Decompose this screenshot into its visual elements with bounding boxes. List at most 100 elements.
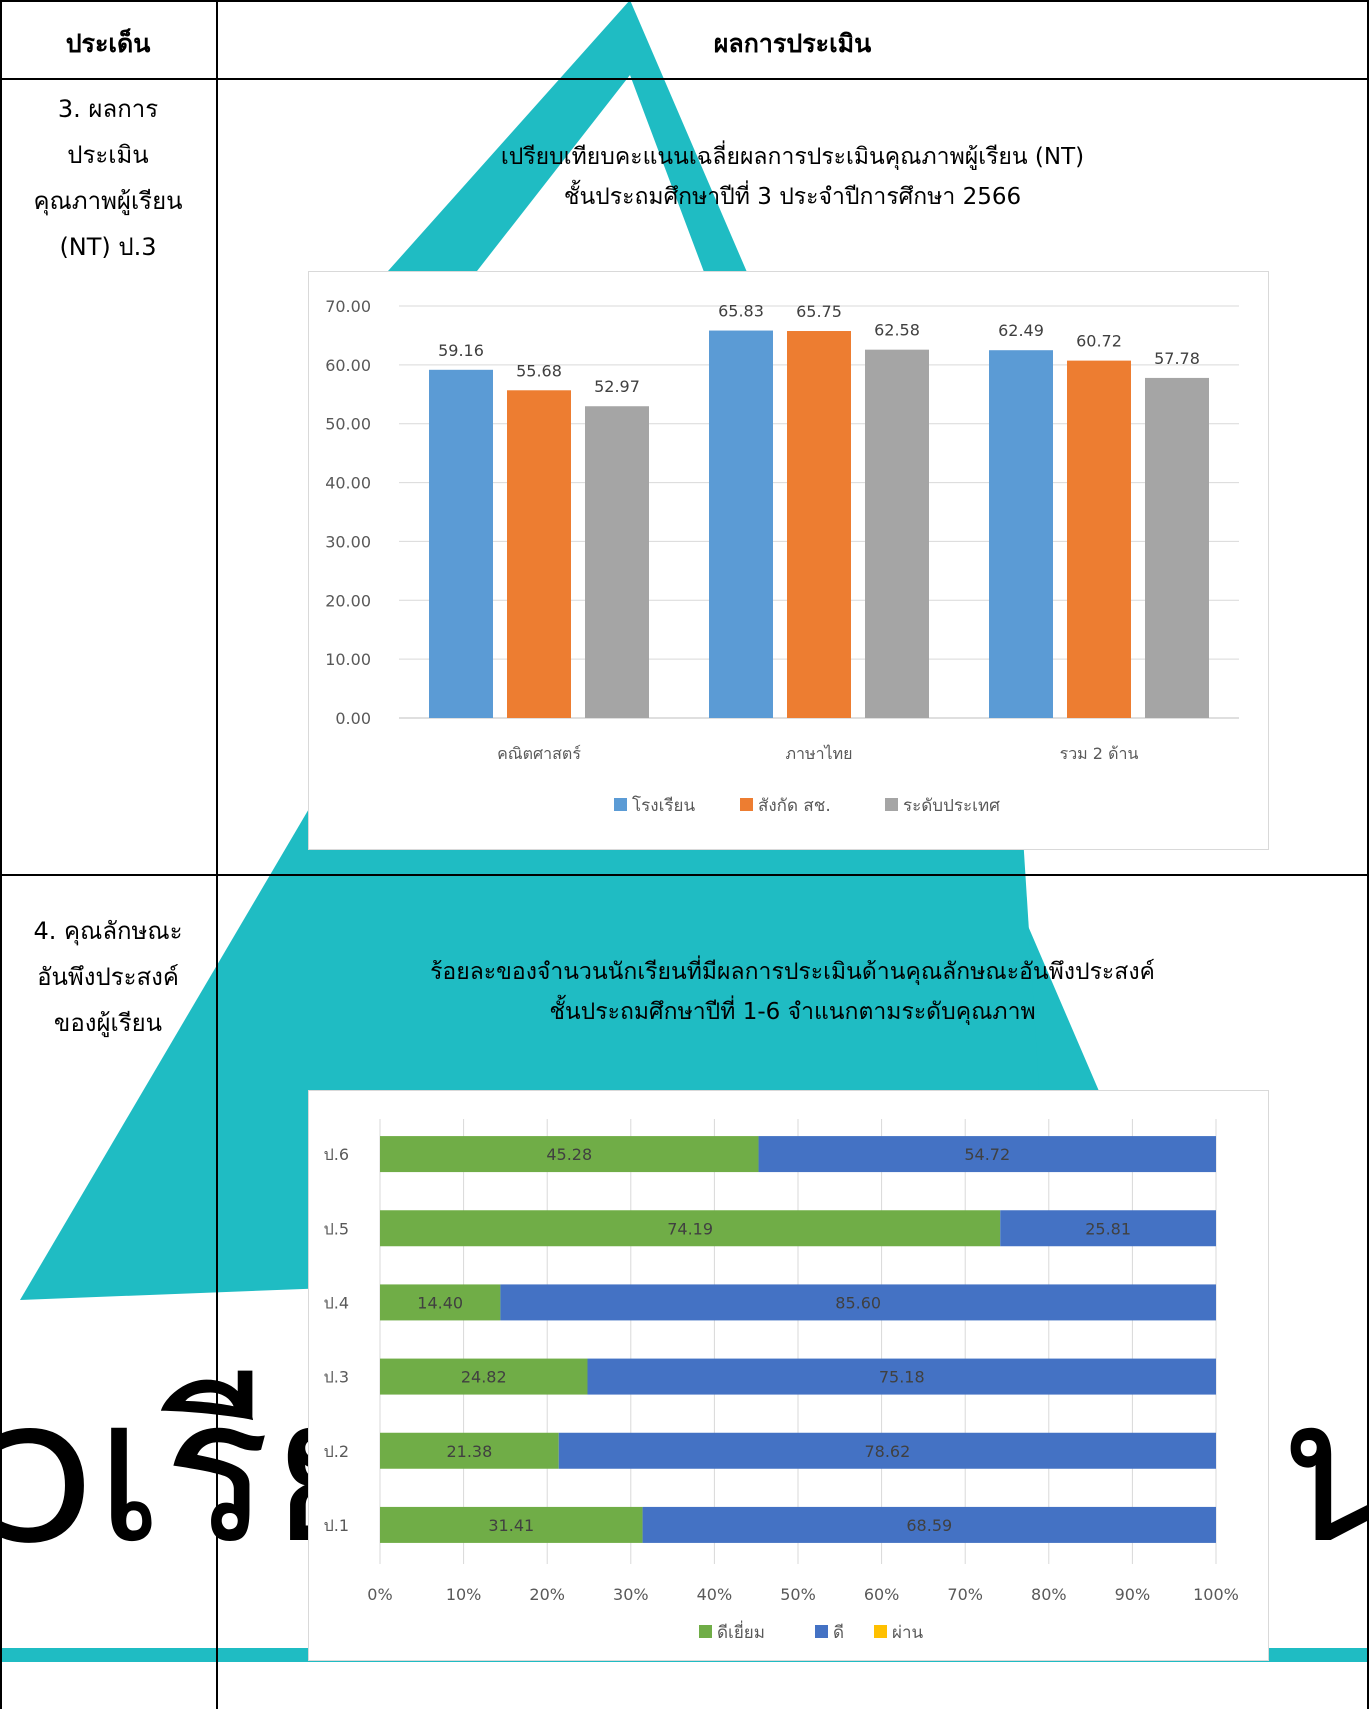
legend-swatch [614, 798, 627, 811]
bar-segment [1000, 1210, 1216, 1247]
issue-line: 4. คุณลักษณะ [33, 917, 183, 945]
bar-segment [587, 1358, 1216, 1395]
data-label: 24.82 [461, 1368, 507, 1387]
y-tick-label: 20.00 [325, 591, 371, 610]
issue-nt-p3: 3. ผลการ ประเมิน คุณภาพผู้เรียน (NT) ป.3 [0, 86, 216, 270]
issue-line: ของผู้เรียน [53, 1009, 163, 1037]
y-tick-label: 50.00 [325, 415, 371, 434]
bar-segment [500, 1284, 1216, 1321]
x-tick-label: รวม 2 ด้าน [1060, 744, 1139, 763]
watermark-text-right: น [1280, 1355, 1369, 1588]
issue-line: 3. ผลการ [57, 95, 159, 123]
bar-segment [758, 1136, 1216, 1173]
chart-title-line: ร้อยละของจำนวนนักเรียนที่มีผลการประเมินด… [430, 959, 1155, 985]
data-label: 65.83 [718, 302, 764, 321]
issue-line: ประเมิน [67, 141, 149, 169]
data-label: 21.38 [446, 1442, 492, 1461]
nt-score-chart: 0.00 10.00 20.00 30.00 40.00 50.00 60.00 70.00 ค… [308, 271, 1269, 850]
table-header-divider [0, 78, 1369, 80]
data-label: 25.81 [1085, 1219, 1131, 1238]
data-label: 31.41 [488, 1516, 534, 1535]
x-tick-label: 50% [780, 1585, 816, 1604]
y-tick-label: 40.00 [325, 474, 371, 493]
bar-segment [380, 1210, 1001, 1247]
bar [865, 349, 929, 718]
bar [787, 331, 851, 718]
y-tick-label: 0.00 [335, 709, 371, 728]
x-tick-label: 30% [613, 1585, 649, 1604]
bar-segment [380, 1432, 559, 1469]
data-label: 68.59 [906, 1516, 952, 1535]
y-tick-label: ป.1 [324, 1516, 349, 1535]
table-border-left [0, 0, 2, 1709]
table-column-divider [216, 0, 218, 1709]
bar-segment [380, 1136, 759, 1173]
data-label: 74.19 [667, 1219, 713, 1238]
bar [709, 330, 773, 718]
legend-label: ดีเยี่ยม [717, 1620, 765, 1643]
data-label: 85.60 [835, 1293, 881, 1312]
issue-line: คุณภาพผู้เรียน [33, 187, 183, 215]
legend-label: ดี [833, 1623, 844, 1643]
data-label: 45.28 [546, 1145, 592, 1164]
bar [1067, 360, 1131, 718]
data-label: 55.68 [516, 361, 562, 380]
bar [1145, 377, 1209, 718]
table-border-top [0, 0, 1369, 2]
data-label: 14.40 [417, 1293, 463, 1312]
legend-label: ระดับประเทศ [903, 796, 1000, 816]
nt-score-chart-svg: 0.00 10.00 20.00 30.00 40.00 50.00 60.00 70.00 ค… [325, 297, 1239, 816]
x-tick-label: คณิตศาสตร์ [497, 744, 581, 763]
data-label: 52.97 [594, 377, 640, 396]
y-tick-label: ป.4 [324, 1293, 349, 1312]
table-border-right [1367, 0, 1369, 1709]
header-issue: ประเด็น [65, 29, 151, 58]
issue-line: (NT) ป.3 [59, 233, 157, 261]
x-tick-label: 0% [367, 1585, 392, 1604]
x-tick-label: 90% [1115, 1585, 1151, 1604]
y-tick-label: 70.00 [325, 297, 371, 316]
x-tick-label: 40% [697, 1585, 733, 1604]
x-tick-label: 70% [947, 1585, 983, 1604]
data-label: 57.78 [1154, 349, 1200, 368]
issue-desired-characteristics: 4. คุณลักษณะ อันพึงประสงค์ ของผู้เรียน [0, 908, 216, 1046]
characteristics-chart-svg: 0% 10% 20% 30% 40% 50% 60% 70% 80% 90% 100% ป.6 45.2… [324, 1119, 1239, 1643]
data-label: 62.49 [998, 321, 1044, 340]
bar [585, 406, 649, 718]
legend-label: โรงเรียน [632, 795, 695, 816]
bar-segment [380, 1358, 588, 1395]
data-label: 62.58 [874, 321, 920, 340]
data-label: 65.75 [796, 302, 842, 321]
bar [507, 390, 571, 718]
chart-title-line: ชั้นประถมศึกษาปีที่ 3 ประจำปีการศึกษา 25… [563, 184, 1022, 210]
legend-label: ผ่าน [892, 1623, 924, 1643]
y-tick-label: ป.2 [324, 1442, 349, 1461]
legend-swatch [885, 798, 898, 811]
chart-title-line: ชั้นประถมศึกษาปีที่ 1-6 จำแนกตามระดับคุณ… [549, 999, 1036, 1025]
x-tick-label: 20% [529, 1585, 565, 1604]
bar [429, 369, 493, 718]
x-tick-label: ภาษาไทย [785, 744, 852, 763]
y-tick-label: 10.00 [325, 650, 371, 669]
y-tick-label: ป.5 [324, 1219, 349, 1238]
data-label: 75.18 [879, 1368, 925, 1387]
bar-segment [380, 1284, 501, 1321]
chart-title-line: เปรียบเทียบคะแนนเฉลี่ยผลการประเมินคุณภาพ… [500, 144, 1085, 170]
legend-swatch [740, 798, 753, 811]
legend-swatch [699, 1625, 712, 1638]
issue-line: อันพึงประสงค์ [37, 963, 179, 991]
y-tick-label: 30.00 [325, 532, 371, 551]
table-row-divider [0, 874, 1369, 876]
nt-chart-title: เปรียบเทียบคะแนนเฉลี่ยผลการประเมินคุณภาพ… [218, 137, 1367, 217]
legend-label: สังกัด สช. [758, 796, 831, 816]
characteristics-chart: 0% 10% 20% 30% 40% 50% 60% 70% 80% 90% 100% ป.6 45.2… [308, 1090, 1269, 1661]
data-label: 54.72 [964, 1145, 1010, 1164]
characteristics-chart-title: ร้อยละของจำนวนนักเรียนที่มีผลการประเมินด… [218, 952, 1367, 1032]
data-label: 59.16 [438, 341, 484, 360]
legend-swatch [815, 1625, 828, 1638]
bar-segment [380, 1506, 643, 1543]
x-tick-label: 10% [446, 1585, 482, 1604]
y-tick-label: 60.00 [325, 356, 371, 375]
x-tick-label: 80% [1031, 1585, 1067, 1604]
data-label: 60.72 [1076, 332, 1122, 351]
